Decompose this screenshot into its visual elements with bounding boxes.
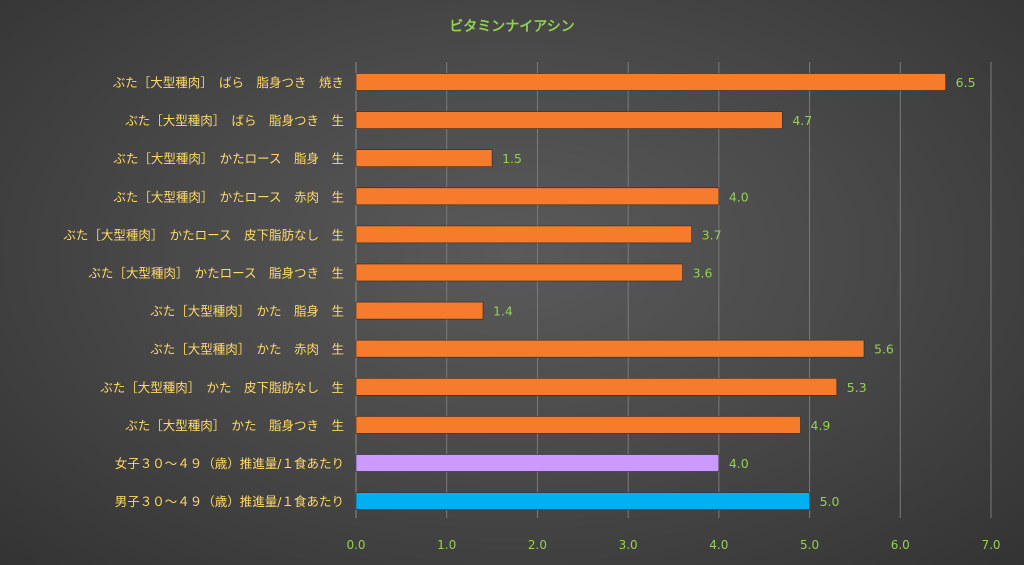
category-label: ぶた［大型種肉］ かたロース 脂身つき 生 (88, 266, 344, 281)
bar (355, 225, 692, 244)
bar (355, 454, 720, 472)
x-tick-label: 6.0 (891, 538, 910, 552)
data-label: 5.3 (847, 380, 867, 395)
category-label: ぶた［大型種肉］ かたロース 脂身 生 (113, 151, 344, 166)
x-tick-label: 5.0 (800, 538, 819, 552)
x-tick-label: 0.0 (346, 538, 365, 552)
x-tick-label: 2.0 (528, 538, 547, 552)
category-label: ぶた［大型種肉］ ばら 脂身つき 生 (125, 113, 344, 128)
data-label: 3.6 (693, 266, 713, 281)
x-tick-label: 7.0 (981, 538, 1000, 552)
x-tick-label: 4.0 (709, 538, 728, 552)
data-label: 5.0 (820, 494, 840, 509)
data-label: 4.0 (729, 189, 749, 204)
data-label: 3.7 (702, 227, 722, 242)
x-tick-label: 1.0 (437, 538, 456, 552)
data-label: 1.4 (493, 304, 513, 319)
bar (355, 339, 865, 358)
data-label: 4.0 (729, 456, 749, 471)
gridlines (355, 62, 992, 518)
category-label: ぶた［大型種肉］ かた 皮下脂肪なし 生 (100, 380, 344, 395)
bar (355, 301, 484, 320)
data-label: 4.7 (792, 113, 812, 128)
x-tick-label: 3.0 (619, 538, 638, 552)
chart-title: ビタミンナイアシン (449, 19, 574, 35)
bar (355, 377, 838, 396)
category-label: ぶた［大型種肉］ かたロース 皮下脂肪なし 生 (63, 227, 344, 242)
data-label: 1.5 (502, 151, 522, 166)
category-label: ぶた［大型種肉］ かたロース 赤肉 生 (113, 189, 344, 204)
data-label: 4.9 (811, 418, 831, 433)
x-axis-ticks: 0.0 1.0 2.0 3.0 4.0 5.0 6.0 7.0 (346, 538, 1000, 552)
category-label: 女子３０～４９（歳）推進量/１食あたり (115, 456, 344, 471)
category-label: ぶた［大型種肉］ かた 赤肉 生 (150, 342, 344, 357)
category-label: ぶた［大型種肉］ かた 脂身 生 (150, 304, 344, 319)
bars (355, 73, 946, 510)
data-label: 5.6 (874, 342, 894, 357)
value-labels: 6.5 4.7 1.5 4.0 3.7 3.6 1.4 5.6 5.3 4.9 4.0 5.0 (493, 75, 976, 509)
data-label: 6.5 (956, 75, 976, 90)
category-label: ぶた［大型種肉］ かた 脂身つき 生 (125, 418, 344, 433)
bar (355, 187, 720, 206)
bar (355, 492, 810, 510)
bar (355, 416, 801, 434)
category-label: 男子３０～４９（歳）推進量/１食あたり (115, 494, 344, 509)
bar (355, 149, 493, 167)
bar (355, 111, 783, 129)
bar (355, 263, 683, 282)
bar (355, 73, 946, 91)
category-label: ぶた［大型種肉］ ばら 脂身つき 焼き (113, 75, 344, 90)
